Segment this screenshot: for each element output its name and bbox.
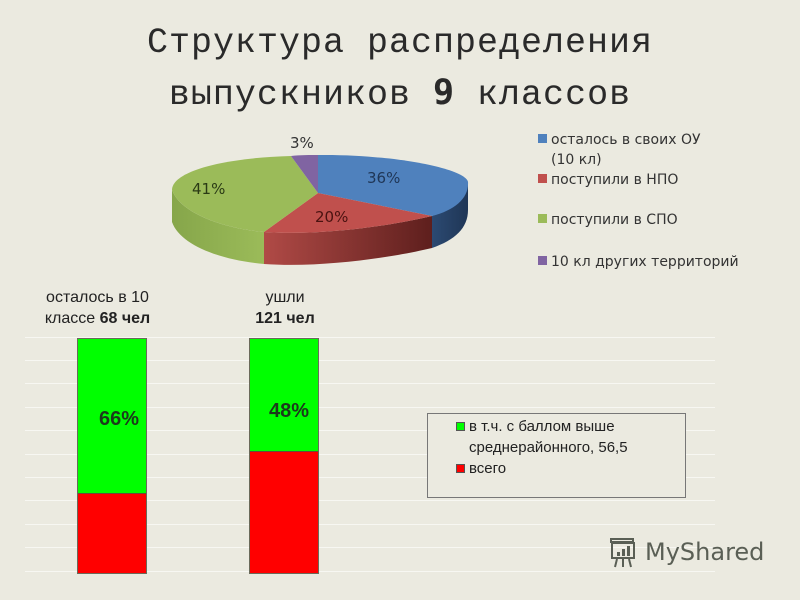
pie-side-green [172, 190, 264, 264]
bar-legend: в т.ч. с баллом выше среднерайонного, 56,… [427, 413, 686, 498]
bar-segment-green [78, 339, 146, 494]
pie-chart: 3% 36% 41% 20% [172, 134, 469, 265]
bar-segment-red [250, 451, 318, 573]
bar-label-stayed: 66% [99, 408, 140, 430]
pie-label-purple: 3% [290, 134, 314, 152]
title-line-2: выпускников 9 классов [168, 73, 632, 115]
pie-label-blue: 36% [367, 169, 400, 187]
pie-legend-item: поступили в НПО [538, 170, 678, 190]
bar-legend-item: в т.ч. с баллом выше среднерайонного, 56,… [456, 416, 628, 458]
bar-segment-green [250, 339, 318, 452]
pie-legend-item: поступили в СПО [538, 210, 678, 230]
legend-swatch-red [538, 174, 547, 183]
pie-slice-green [172, 156, 318, 232]
bar-caption-left: ушли 121 чел [255, 289, 315, 327]
bar-label-left: 48% [269, 400, 310, 422]
bar-left [249, 338, 319, 574]
pie-side-red [264, 216, 432, 265]
pie-label-red: 20% [315, 208, 348, 226]
watermark: MyShared [607, 535, 764, 569]
legend-swatch-blue [538, 134, 547, 143]
pie-slice-red [264, 193, 432, 233]
title-line-1: Структура распределения [146, 23, 654, 63]
pie-slice-purple [291, 155, 318, 193]
bar-stayed [77, 338, 147, 574]
bar-legend-item: всего [456, 458, 506, 479]
pie-slice-blue [318, 154, 469, 216]
slide-title: Структура распределения выпускников 9 кл… [0, 18, 800, 120]
bar-segment-red [78, 493, 146, 573]
legend-swatch-purple [538, 256, 547, 265]
pie-label-green: 41% [192, 180, 225, 198]
pie-legend-item: осталось в своих ОУ (10 кл) [538, 130, 701, 170]
pie-side-blue [432, 180, 468, 248]
legend-swatch-green [538, 214, 547, 223]
pie-legend-item: 10 кл других территорий [538, 252, 739, 272]
presentation-board-icon [610, 538, 635, 568]
legend-swatch-red [456, 464, 465, 473]
bar-caption-stayed: осталось в 10 классе 68 чел [44, 289, 151, 327]
legend-swatch-green [456, 422, 465, 431]
